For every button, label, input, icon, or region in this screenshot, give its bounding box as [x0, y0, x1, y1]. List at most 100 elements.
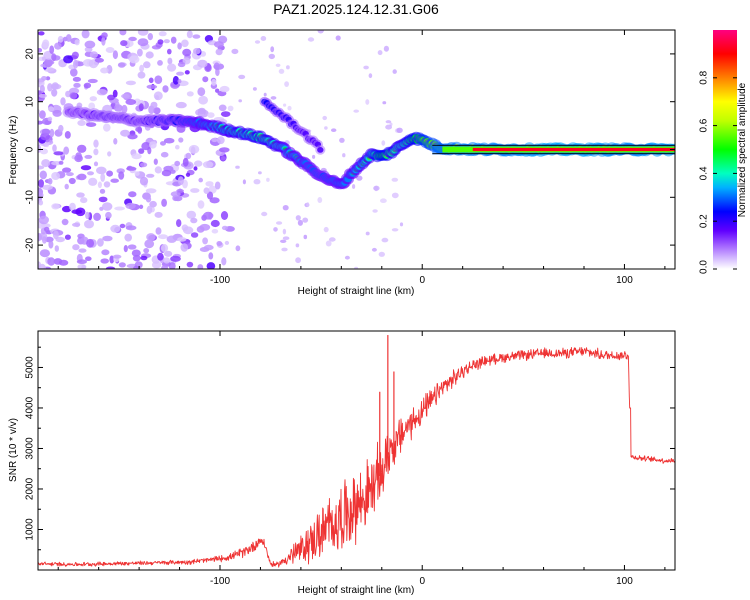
heatmap-noise-blob: [185, 172, 191, 177]
snr-y-tick-label: 2000: [25, 477, 36, 500]
heatmap-noise-blob: [146, 84, 158, 90]
heatmap-noise-blob: [128, 36, 137, 42]
heatmap-noise-blob: [238, 74, 246, 80]
heatmap-noise-blob: [216, 136, 225, 145]
heatmap-noise-blob: [139, 176, 149, 186]
heatmap-noise-blob: [58, 124, 64, 133]
heatmap-noise-blob: [41, 159, 51, 168]
heatmap-noise-blob: [103, 181, 111, 188]
heatmap-noise-blob: [38, 109, 41, 114]
heatmap-noise-blob: [158, 31, 167, 37]
heatmap-noise-blob: [260, 36, 267, 41]
heatmap-x-tick-label: -100: [210, 275, 230, 286]
heatmap-noise-blob: [101, 36, 106, 46]
heatmap-noise-blob: [105, 266, 116, 269]
heatmap-noise-blob: [52, 230, 59, 240]
heatmap-noise-blob: [282, 228, 287, 235]
heatmap-noise-blob: [177, 61, 186, 68]
heatmap-noise-blob: [365, 231, 370, 236]
snr-x-tick-label: 100: [616, 576, 633, 587]
heatmap-noise-blob: [93, 139, 99, 148]
heatmap-noise-blob: [263, 92, 267, 97]
heatmap-noise-blob: [162, 85, 169, 93]
heatmap-noise-blob: [231, 48, 239, 55]
heatmap-noise-blob: [268, 53, 275, 60]
heatmap-noise-blob: [306, 202, 310, 207]
heatmap-noise-blob: [110, 178, 119, 183]
heatmap-noise-blob: [352, 184, 356, 189]
heatmap-marks: [38, 30, 675, 269]
colorbar-tick-label: 0.6: [699, 118, 710, 132]
heatmap-noise-blob: [295, 243, 300, 248]
heatmap-noise-blob: [89, 51, 98, 59]
heatmap-noise-blob: [114, 206, 125, 211]
heatmap-noise-blob: [380, 198, 387, 203]
heatmap-noise-blob: [286, 65, 290, 70]
heatmap-noise-blob: [71, 209, 83, 214]
heatmap-noise-blob: [140, 162, 148, 168]
heatmap-noise-blob: [137, 30, 149, 36]
heatmap-y-tick-label: -20: [25, 237, 36, 252]
heatmap-noise-blob: [177, 42, 182, 50]
heatmap-y-tick-label: 0: [25, 146, 36, 152]
heatmap-noise-blob: [102, 235, 113, 242]
heatmap-noise-blob: [43, 60, 55, 65]
main-ridge-band-core: [472, 147, 675, 152]
heatmap-noise-blob: [149, 141, 157, 149]
heatmap-noise-blob: [208, 252, 214, 260]
heatmap-noise-blob: [138, 103, 144, 111]
heatmap-noise-blob: [51, 88, 58, 97]
heatmap-noise-blob: [391, 192, 399, 199]
heatmap-noise-blob: [103, 123, 111, 132]
snr-marks: [38, 335, 675, 568]
heatmap-noise-blob: [39, 249, 51, 258]
heatmap-noise-blob: [105, 47, 115, 53]
heatmap-noise-blob: [141, 142, 151, 151]
heatmap-noise-blob: [81, 30, 90, 39]
heatmap-noise-blob: [207, 112, 215, 118]
heatmap-noise-blob: [295, 215, 301, 221]
heatmap-noise-blob: [120, 129, 130, 137]
heatmap-noise-blob: [38, 31, 45, 36]
heatmap-y-axis-label: Frequency (Hz): [8, 116, 19, 185]
heatmap-noise-blob: [112, 89, 118, 98]
heatmap-noise-blob: [215, 48, 223, 56]
heatmap-noise-blob: [385, 120, 392, 124]
heatmap-noise-blob: [282, 205, 289, 211]
heatmap-x-tick-label: 100: [616, 275, 633, 286]
heatmap-noise-blob: [145, 51, 154, 59]
heatmap-noise-blob: [96, 166, 107, 175]
heatmap-noise-blob: [87, 78, 98, 84]
heatmap-noise-blob: [221, 225, 228, 231]
heatmap-noise-blob: [273, 227, 278, 232]
heatmap-noise-blob: [84, 154, 93, 159]
heatmap-noise-blob: [47, 116, 53, 122]
heatmap-noise-blob: [146, 173, 155, 178]
heatmap-noise-blob: [44, 226, 50, 232]
heatmap-noise-blob: [281, 247, 288, 252]
heatmap-noise-blob: [47, 178, 53, 185]
heatmap-noise-blob: [138, 148, 145, 154]
heatmap-y-tick-label: -10: [25, 190, 36, 205]
heatmap-noise-blob: [77, 120, 86, 126]
heatmap-noise-blob: [164, 250, 173, 257]
heatmap-noise-blob: [399, 222, 404, 227]
heatmap-noise-blob: [202, 237, 209, 245]
heatmap-noise-blob: [100, 258, 109, 264]
heatmap-noise-blob: [112, 254, 122, 259]
heatmap-noise-blob: [86, 238, 95, 248]
heatmap-noise-blob: [112, 50, 118, 60]
heatmap-noise-blob: [118, 262, 126, 268]
heatmap-noise-blob: [284, 81, 289, 87]
heatmap-noise-blob: [49, 128, 55, 138]
heatmap-x-axis-label: Height of straight line (km): [298, 286, 415, 297]
heatmap-noise-blob: [282, 236, 290, 240]
heatmap-noise-blob: [219, 85, 230, 93]
heatmap-noise-blob: [53, 258, 63, 265]
heatmap-noise-blob: [235, 245, 241, 252]
heatmap-noise-blob: [139, 64, 145, 73]
heatmap-noise-blob: [324, 126, 328, 130]
heatmap-noise-blob: [209, 197, 220, 204]
heatmap-noise-blob: [109, 255, 115, 264]
heatmap-noise-blob: [193, 47, 201, 55]
